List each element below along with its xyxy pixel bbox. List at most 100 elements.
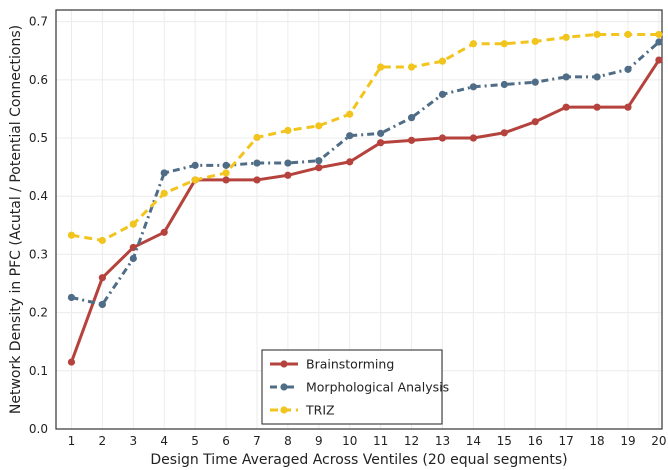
y-tick-label-2: 0.2 (29, 306, 48, 320)
legend-item-2: TRIZ (270, 403, 335, 418)
data-point-2-17 (562, 33, 570, 41)
y-tick-label-6: 0.6 (29, 73, 48, 87)
data-point-2-16 (531, 37, 539, 46)
data-point-1-17 (562, 73, 570, 81)
plot-frame (55, 9, 663, 430)
data-point-0-17 (562, 103, 570, 111)
data-point-0-19 (624, 103, 632, 111)
x-tick-labels: 1 2 3 4 5 6 7 8 9 10 11 12 13 14 15 16 17 18 19 20 (68, 434, 667, 448)
y-tick-label-1: 0.1 (29, 364, 48, 378)
grid-lines (56, 10, 662, 430)
data-point-0-3 (129, 243, 137, 252)
data-point-2-7 (253, 133, 261, 142)
legend-label-1: Morphological Analysis (306, 380, 449, 395)
x-tick-label-15: 15 (497, 434, 512, 448)
data-point-0-6 (222, 176, 230, 184)
x-tick-label-18: 18 (589, 434, 604, 448)
data-point-2-12 (407, 63, 416, 71)
data-point-1-4 (160, 169, 168, 177)
data-point-0-7 (253, 176, 261, 184)
x-tick-label-11: 11 (373, 434, 388, 448)
x-tick-label-4: 4 (160, 434, 168, 448)
data-point-0-15 (500, 129, 508, 137)
data-point-1-18 (593, 73, 601, 81)
data-point-2-2 (98, 236, 106, 245)
x-tick-label-5: 5 (191, 434, 199, 448)
x-tick-label-9: 9 (315, 434, 323, 448)
x-tick-label-7: 7 (253, 434, 261, 448)
data-point-0-11 (377, 139, 385, 147)
y-tick-label-5: 0.5 (29, 131, 48, 145)
data-point-0-1 (67, 358, 76, 366)
data-point-1-1 (67, 293, 76, 302)
series-1 (67, 38, 663, 309)
data-point-2-13 (438, 57, 447, 65)
data-point-1-8 (284, 159, 292, 167)
data-point-2-6 (222, 169, 230, 177)
x-tick-label-19: 19 (620, 434, 635, 448)
x-tick-label-20: 20 (651, 434, 666, 448)
data-point-2-4 (160, 189, 168, 197)
x-tick-label-3: 3 (129, 434, 137, 448)
data-point-2-15 (500, 40, 508, 48)
data-point-2-18 (593, 30, 601, 39)
data-point-2-1 (67, 231, 76, 239)
data-point-1-20 (655, 38, 663, 46)
data-point-0-18 (593, 103, 601, 111)
y-tick-label-3: 0.3 (29, 247, 48, 261)
y-tick-label-4: 0.4 (29, 189, 48, 203)
legend-item-1: Morphological Analysis (270, 380, 449, 395)
legend: Brainstorming Morphological Analysis TRIZ (261, 349, 449, 425)
legend-swatch-marker-0 (280, 360, 288, 368)
series-line-0 (70, 59, 661, 363)
series-2 (67, 30, 663, 245)
data-point-2-19 (624, 30, 632, 39)
legend-item-0: Brainstorming (270, 357, 394, 372)
series-group (67, 30, 663, 366)
x-tick-label-14: 14 (466, 434, 481, 448)
series-line-2 (71, 32, 659, 242)
legend-swatch-marker-1 (280, 383, 288, 391)
data-point-0-20 (655, 56, 663, 64)
data-point-1-3 (129, 254, 137, 263)
data-point-0-13 (438, 134, 447, 142)
data-point-2-9 (315, 122, 323, 130)
data-point-2-20 (655, 30, 663, 39)
x-tick-label-16: 16 (528, 434, 543, 448)
data-point-0-8 (284, 171, 292, 179)
x-tick-label-8: 8 (284, 434, 292, 448)
x-tick-label-2: 2 (99, 434, 107, 448)
data-point-2-5 (191, 176, 199, 184)
data-point-1-5 (191, 161, 199, 169)
data-point-1-11 (377, 129, 385, 137)
data-point-1-19 (624, 65, 632, 73)
series-line-1 (71, 40, 660, 306)
data-point-2-10 (346, 110, 354, 118)
data-point-1-15 (500, 80, 508, 89)
data-point-0-12 (407, 136, 416, 144)
data-point-2-3 (129, 220, 137, 228)
y-axis-label: Network Density in PFC (Acutal / Potenti… (8, 25, 24, 414)
x-tick-label-17: 17 (559, 434, 574, 448)
data-point-0-4 (160, 228, 168, 236)
data-point-1-14 (469, 83, 477, 91)
series-0 (67, 56, 663, 366)
data-point-1-13 (438, 90, 447, 98)
data-point-0-16 (531, 118, 539, 126)
x-tick-label-1: 1 (68, 434, 76, 448)
data-point-1-2 (98, 300, 106, 309)
x-tick-label-10: 10 (342, 434, 357, 448)
data-point-0-2 (98, 274, 106, 282)
x-tick-label-6: 6 (222, 434, 230, 448)
data-point-0-10 (346, 158, 354, 166)
y-tick-label-0: 0.0 (29, 422, 48, 436)
data-point-1-10 (346, 132, 354, 140)
x-axis-label: Design Time Averaged Across Ventiles (20… (150, 452, 567, 468)
data-point-1-16 (531, 78, 539, 86)
y-tick-labels: 0.0 0.1 0.2 0.3 0.4 0.5 0.6 0.7 (29, 15, 48, 436)
data-point-1-6 (222, 161, 230, 169)
data-point-1-12 (407, 114, 416, 122)
y-tick-label-7: 0.7 (29, 15, 48, 29)
x-tick-label-12: 12 (404, 434, 419, 448)
